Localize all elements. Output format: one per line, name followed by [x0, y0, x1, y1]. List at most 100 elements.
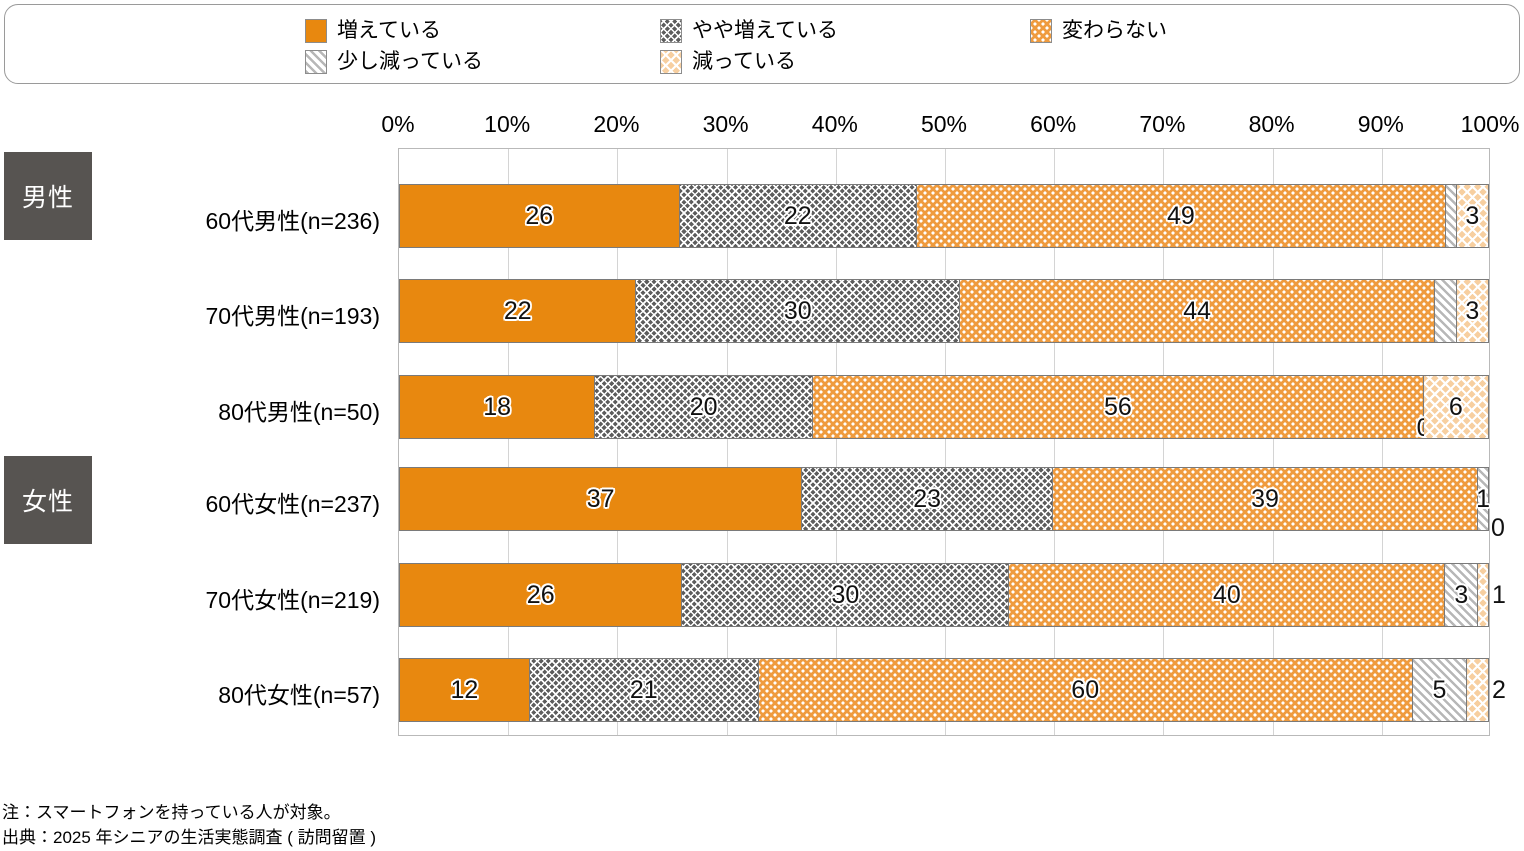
bar-segment-inc[interactable]: 18: [399, 375, 596, 439]
bar-row: 12 21 60 5 2: [399, 658, 1506, 722]
bar-segment-dec[interactable]: 3: [1456, 279, 1489, 343]
bar-segment-value: 2: [1492, 675, 1506, 704]
bar-segment-value: 60: [1071, 675, 1100, 704]
bar-segment-value: 37: [586, 484, 615, 513]
bar-segment-dec[interactable]: 1: [1478, 563, 1506, 627]
legend-items: 増えている やや増えている 変わらない少し減っている 減っている: [305, 15, 1505, 77]
bar-segment-slightinc[interactable]: 22: [679, 184, 918, 248]
bar-segment-slightinc[interactable]: 30: [636, 279, 961, 343]
chart-legend: 増えている やや増えている 変わらない少し減っている 減っている: [4, 4, 1520, 84]
category-label-5: 80代女性(n=57): [218, 682, 380, 708]
bar-segment-value: 1: [1476, 484, 1490, 513]
bar-segment-dec[interactable]: 2: [1467, 658, 1506, 722]
bar-segment-value: 5: [1432, 675, 1447, 704]
gridline-60: [1054, 149, 1056, 735]
legend-item-label: 増えている: [337, 19, 441, 42]
bar-segment-slightdec[interactable]: 2: [1435, 279, 1474, 343]
legend-item-dec[interactable]: 減っている: [660, 49, 1030, 74]
gridline-40: [835, 149, 837, 735]
bar-segment-value: 49: [1167, 201, 1195, 230]
bar-segment-same[interactable]: 44: [960, 279, 1436, 343]
gridline-30: [726, 149, 728, 735]
gender-block-male: 男性: [4, 152, 92, 240]
bar-segment-value: 20: [689, 392, 718, 421]
legend-item-label: 変わらない: [1062, 19, 1167, 42]
bar-segment-slightinc[interactable]: 30: [682, 563, 1010, 627]
category-label-2: 80代男性(n=50): [218, 399, 380, 425]
bar-segment-value: 23: [913, 484, 942, 513]
legend-item-same[interactable]: 変わらない: [1030, 18, 1390, 43]
bar-segment-value: 6: [1448, 392, 1463, 421]
x-axis-tick-70: 70%: [1139, 111, 1186, 137]
bar-segment-value: 22: [783, 201, 812, 230]
footnotes: 注：スマートフォンを持っている人が対象。出典：2025 年シニアの生活実態調査 …: [2, 800, 376, 850]
legend-item-label: 少し減っている: [337, 50, 483, 73]
x-axis-tick-100: 100%: [1460, 111, 1520, 137]
gridline-70: [1163, 149, 1165, 735]
bar-segment-value: 18: [483, 392, 511, 421]
bar-segment-value: 39: [1251, 484, 1279, 513]
gray-hatch-swatch: [305, 49, 327, 74]
legend-item-slightdec[interactable]: 少し減っている: [305, 49, 660, 74]
bar-segment-slightinc[interactable]: 23: [802, 467, 1053, 531]
solid-orange-swatch: [305, 18, 327, 43]
orange-dotted-swatch: [1030, 18, 1052, 43]
footnote-line-0: 注：スマートフォンを持っている人が対象。: [2, 803, 341, 822]
bar-segment-slightdec[interactable]: 1: [1476, 467, 1490, 531]
bar-segment-same[interactable]: 40: [1009, 563, 1446, 627]
bar-segment-inc[interactable]: 37: [399, 467, 803, 531]
x-axis-tick-80: 80%: [1248, 111, 1295, 137]
gridline-80: [1272, 149, 1274, 735]
bar-segment-value: 12: [450, 675, 479, 704]
bar-segment-value: 30: [783, 296, 812, 325]
legend-item-label: 減っている: [692, 50, 796, 73]
bar-segment-value: 26: [526, 580, 555, 609]
bar-segment-value: 40: [1213, 580, 1241, 609]
category-label-3: 60代女性(n=237): [205, 491, 381, 517]
bar-segment-slightdec[interactable]: 5: [1412, 658, 1468, 722]
x-axis-tick-labels: 0% 10% 20% 30% 40% 50% 60% 70% 80% 90% 100%: [381, 108, 1519, 140]
bar-row: 37 23 39 1 0: [399, 467, 1505, 542]
bar-segment-dec[interactable]: 6: [1423, 375, 1489, 439]
gender-block-female: 女性: [4, 456, 92, 544]
category-label-0: 60代男性(n=236): [205, 208, 381, 234]
bar-segment-inc[interactable]: 22: [399, 279, 637, 343]
bar-segment-value: 21: [629, 675, 658, 704]
x-axis-tick-10: 10%: [484, 111, 531, 137]
bar-segment-same[interactable]: 56: [813, 375, 1424, 439]
x-axis-tick-60: 60%: [1030, 111, 1077, 137]
gridline-20: [617, 149, 619, 735]
gridline-90: [1381, 149, 1383, 735]
legend-item-slightinc[interactable]: やや増えている: [660, 18, 1030, 43]
bar-segment-same[interactable]: 49: [917, 184, 1446, 248]
category-label-4: 70代女性(n=219): [205, 587, 381, 613]
footnote-line-1: 出典：2025 年シニアの生活実態調査 ( 訪問留置 ): [2, 828, 377, 847]
plot-area: 2622491322304423182056063723391026304031…: [398, 148, 1506, 736]
bar-segment-slightdec[interactable]: 1: [1445, 184, 1474, 248]
bar-segment-value: 56: [1103, 392, 1132, 421]
bar-segment-value: 22: [503, 296, 532, 325]
gridline-10: [508, 149, 510, 735]
bar-segment-inc[interactable]: 26: [399, 563, 683, 627]
pale-orange-crosshatch-swatch: [660, 49, 682, 74]
bar-segment-slightinc[interactable]: 20: [595, 375, 814, 439]
bar-segment-dec[interactable]: 3: [1456, 184, 1489, 248]
x-axis-tick-40: 40%: [811, 111, 858, 137]
bar-segment-inc[interactable]: 26: [399, 184, 680, 248]
x-axis-tick-0: 0%: [381, 111, 415, 137]
x-axis-tick-90: 90%: [1357, 111, 1404, 137]
bar-segment-slightinc[interactable]: 21: [529, 658, 759, 722]
legend-item-inc[interactable]: 増えている: [305, 18, 660, 43]
bar-segment-value: 3: [1465, 296, 1480, 325]
bar-segment-value: 3: [1465, 201, 1480, 230]
bar-segment-value: 44: [1183, 296, 1212, 325]
x-axis-tick-20: 20%: [593, 111, 640, 137]
bar-row: 26 30 40 3 1: [399, 563, 1506, 627]
bar-segment-same[interactable]: 60: [758, 658, 1413, 722]
gender-block-label: 女性: [21, 488, 74, 516]
bar-segment-slightdec[interactable]: 3: [1445, 563, 1479, 627]
bar-segment-inc[interactable]: 12: [399, 658, 530, 722]
bar-segment-same[interactable]: 39: [1053, 467, 1479, 531]
gridline-50: [945, 149, 946, 735]
